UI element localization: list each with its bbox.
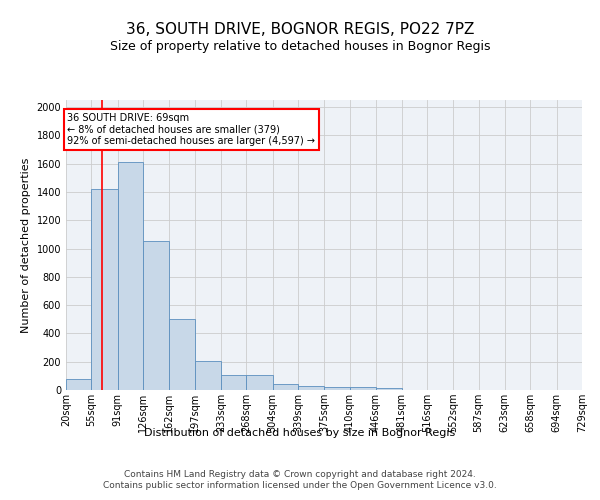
Bar	[91, 189, 118, 390]
Bar	[118, 162, 143, 390]
Text: 36 SOUTH DRIVE: 69sqm
← 8% of detached houses are smaller (379)
92% of semi-deta: 36 SOUTH DRIVE: 69sqm ← 8% of detached h…	[67, 112, 316, 146]
Bar	[66, 378, 91, 390]
Bar	[298, 386, 325, 390]
Bar	[143, 242, 169, 390]
Text: Size of property relative to detached houses in Bognor Regis: Size of property relative to detached ho…	[110, 40, 490, 53]
Bar	[221, 375, 247, 390]
Bar	[169, 320, 195, 390]
Text: 36, SOUTH DRIVE, BOGNOR REGIS, PO22 7PZ: 36, SOUTH DRIVE, BOGNOR REGIS, PO22 7PZ	[126, 22, 474, 38]
Bar	[325, 387, 350, 390]
Bar	[376, 388, 401, 390]
Bar	[350, 387, 376, 390]
Bar	[247, 375, 272, 390]
Bar	[195, 361, 221, 390]
Bar	[272, 384, 298, 390]
Text: Contains HM Land Registry data © Crown copyright and database right 2024.
Contai: Contains HM Land Registry data © Crown c…	[103, 470, 497, 490]
Text: Distribution of detached houses by size in Bognor Regis: Distribution of detached houses by size …	[145, 428, 455, 438]
Y-axis label: Number of detached properties: Number of detached properties	[21, 158, 31, 332]
